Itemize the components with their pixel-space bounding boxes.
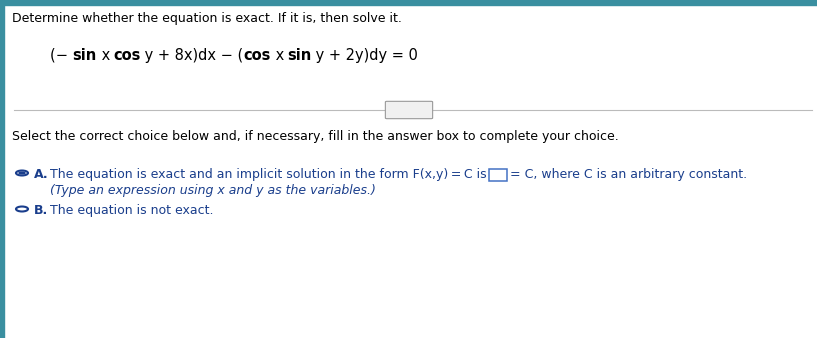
- Text: y + 8x)dx − (: y + 8x)dx − (: [141, 48, 243, 63]
- FancyBboxPatch shape: [489, 169, 507, 181]
- Text: sin: sin: [73, 48, 97, 63]
- Text: cos: cos: [243, 48, 271, 63]
- FancyBboxPatch shape: [386, 101, 433, 119]
- Bar: [0, 0, 817, 5]
- Bar: [0, 0, 4, 338]
- Text: (Type an expression using x and y as the variables.): (Type an expression using x and y as the…: [50, 184, 376, 197]
- Text: = C, where C is an arbitrary constant.: = C, where C is an arbitrary constant.: [510, 168, 747, 181]
- Text: ...: ...: [404, 105, 412, 115]
- Text: (−: (−: [50, 48, 73, 63]
- Text: Determine whether the equation is exact. If it is, then solve it.: Determine whether the equation is exact.…: [12, 12, 402, 25]
- Text: The equation is exact and an implicit solution in the form F(x,y) = C is: The equation is exact and an implicit so…: [50, 168, 487, 181]
- Text: sin: sin: [287, 48, 311, 63]
- Text: y + 2y)dy = 0: y + 2y)dy = 0: [311, 48, 418, 63]
- Text: A.: A.: [34, 168, 49, 181]
- Text: The equation is not exact.: The equation is not exact.: [50, 204, 213, 217]
- Circle shape: [16, 170, 28, 175]
- Text: x: x: [271, 48, 287, 63]
- Text: x: x: [97, 48, 113, 63]
- Text: Select the correct choice below and, if necessary, fill in the answer box to com: Select the correct choice below and, if …: [12, 130, 618, 143]
- Circle shape: [18, 171, 26, 174]
- Text: B.: B.: [34, 204, 48, 217]
- Circle shape: [16, 207, 28, 212]
- Text: cos: cos: [113, 48, 141, 63]
